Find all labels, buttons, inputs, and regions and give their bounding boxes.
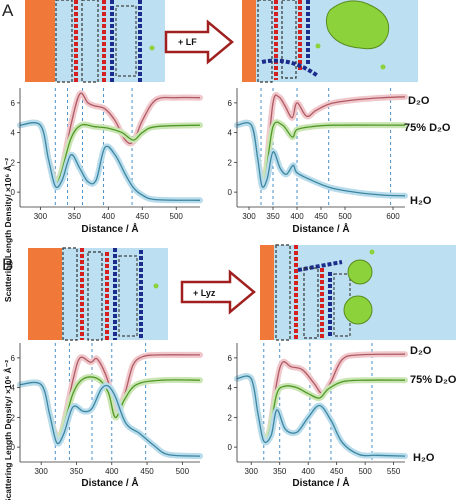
x-tick-label: 450 (330, 467, 344, 476)
x-tick-label: 550 (387, 467, 401, 476)
x-tick-label: 450 (136, 212, 150, 221)
y-tick-label: 2 (11, 413, 16, 422)
chart-b-left: 0 2 4 6 300 350 400 450 500 Distance / Å (11, 343, 203, 489)
y-tick-label: 4 (228, 384, 233, 393)
y-tick-label: 2 (228, 413, 233, 422)
x-tick-label: 500 (338, 212, 352, 221)
panel-a-letter: A (2, 1, 14, 20)
x-tick-label: 500 (358, 467, 372, 476)
x-tick-label: 300 (245, 467, 259, 476)
series-label-h2o-a: H₂O (410, 195, 432, 207)
confidence-band-h2o (17, 119, 203, 204)
y-tick-label: 6 (11, 99, 16, 108)
arrow-add-lyz: + Lyz (180, 269, 256, 315)
x-tick-label: 450 (140, 467, 154, 476)
y-tick-label: 4 (11, 384, 16, 393)
chart-b-right: 0 2 4 6 300 350 400 450 500 550 Distance / Å (228, 343, 408, 489)
x-tick-label: 350 (68, 212, 82, 221)
y-tick-label: 0 (11, 443, 16, 452)
series-label-75-d2o-a: 75% D₂O (404, 122, 451, 134)
series-line-h2o (19, 122, 201, 201)
membrane-schematic-b-right (260, 244, 456, 341)
x-axis-label: Distance / Å (81, 222, 138, 235)
x-tick-label: 300 (34, 212, 48, 221)
series-line-h2o (19, 381, 201, 457)
series-line-h2o (236, 122, 406, 197)
x-tick-label: 500 (176, 467, 190, 476)
x-axis-label: Distance / Å (292, 222, 349, 235)
x-tick-label: 300 (34, 467, 48, 476)
chart-a-left: 0 2 4 6 300 350 400 450 500 Distance / Å (11, 88, 203, 235)
arrow-add-lf: + LF (164, 19, 234, 65)
y-tick-label: 6 (228, 354, 233, 363)
membrane-schematic-a-left (25, 0, 165, 83)
x-tick-label: 400 (102, 212, 116, 221)
series-label-75-d2o-b: 75% D₂O (410, 374, 457, 386)
confidence-band-h2o (234, 373, 408, 460)
x-tick-label: 350 (273, 467, 287, 476)
y-tick-label: 6 (11, 354, 16, 363)
x-axis-label: Distance / Å (81, 476, 138, 489)
y-tick-label: 0 (11, 188, 16, 197)
membrane-schematic-a-right (242, 0, 418, 83)
y-tick-label: 0 (228, 443, 233, 452)
y-tick-label: 4 (228, 129, 233, 138)
x-tick-label: 300 (242, 212, 256, 221)
x-tick-label: 400 (105, 467, 119, 476)
panel-b-letter: B (2, 255, 13, 274)
y-tick-label: 2 (11, 158, 16, 167)
x-tick-label: 500 (170, 212, 184, 221)
series-label-d2o-b: D₂O (410, 345, 432, 357)
chart-a-right: 0 2 4 6 300 350 400 450 500 600 Distance / Å (228, 88, 408, 235)
y-tick-label: 0 (228, 188, 233, 197)
series-label-d2o-a: D₂O (408, 95, 430, 107)
arrow-label-lyz: + Lyz (193, 288, 216, 298)
y-tick-label: 4 (11, 129, 16, 138)
y-axis-label-b: Scattering Length Density/ ×10⁶ Å⁻² (3, 360, 13, 500)
series-line-h2o (236, 375, 406, 457)
x-tick-label: 400 (302, 467, 316, 476)
x-tick-label: 400 (290, 212, 304, 221)
y-tick-label: 6 (228, 99, 233, 108)
membrane-schematic-b-left (28, 247, 168, 341)
y-axis-label-a: Scattering Length Density/ ×10⁶ Å⁻² (3, 158, 13, 302)
x-axis-label: Distance / Å (292, 476, 349, 489)
arrow-label-lf: + LF (178, 37, 197, 47)
x-tick-label: 450 (314, 212, 328, 221)
x-tick-label: 350 (266, 212, 280, 221)
series-label-h2o-b: H₂O (413, 452, 435, 464)
y-tick-label: 2 (228, 158, 233, 167)
x-tick-label: 600 (386, 212, 400, 221)
x-tick-label: 350 (70, 467, 84, 476)
